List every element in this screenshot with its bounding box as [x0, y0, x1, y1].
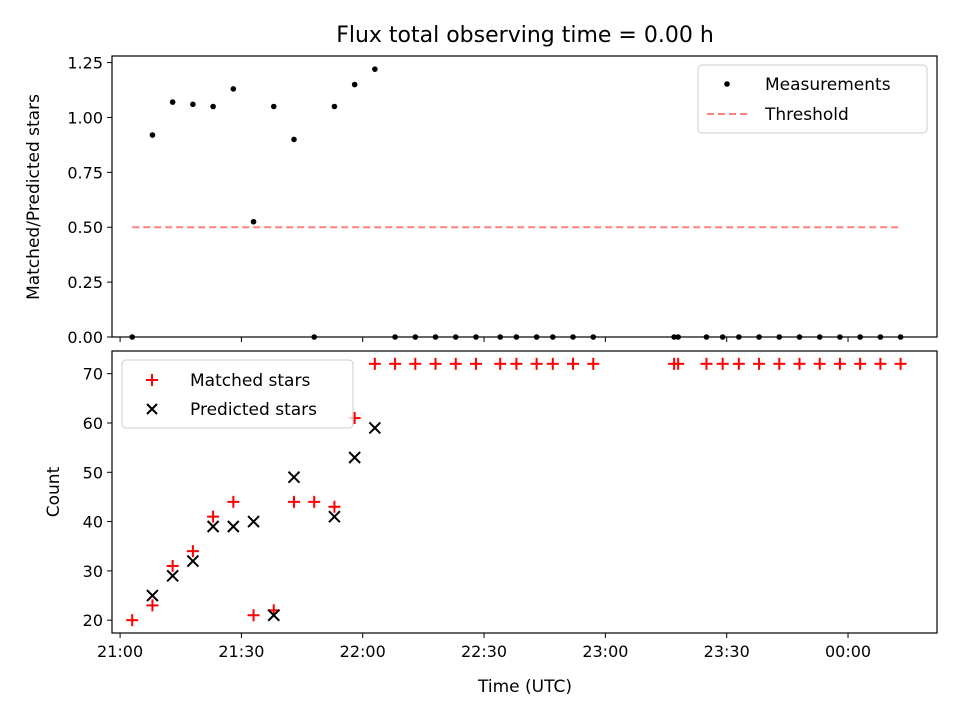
x-tick-label: 22:30 [461, 642, 507, 661]
y-tick-label: 50 [83, 463, 103, 482]
y-tick-label: 1.25 [67, 54, 103, 73]
y-tick-label: 0.00 [67, 328, 103, 347]
measurement-point [230, 86, 237, 92]
matched-star-marker [672, 357, 685, 370]
matched-star-marker [894, 357, 907, 370]
matched-star-marker [700, 357, 713, 370]
time-axis-label: Time (UTC) [477, 677, 572, 697]
x-tick-label: 21:30 [218, 642, 264, 661]
measurement-point [190, 101, 196, 108]
measurement-point [169, 99, 176, 105]
count-legend: Matched stars Predicted stars [121, 359, 354, 429]
legend-label-matched-stars: Matched stars [190, 371, 310, 391]
matched-star-marker [449, 357, 462, 370]
matched-star-marker [389, 357, 402, 370]
predicted-star-marker [348, 451, 361, 464]
matched-star-marker [732, 357, 745, 370]
matched-star-marker [716, 357, 729, 370]
y-tick-label: 1.00 [67, 108, 103, 127]
matched-star-marker [207, 510, 220, 523]
matched-star-marker [530, 357, 543, 370]
ratio-axis-label: Matched/Predicted stars [24, 94, 44, 300]
matched-star-marker [166, 559, 179, 572]
measurement-point [149, 132, 156, 138]
y-tick-label: 70 [83, 365, 103, 384]
count-axis-ticks: 20 30 40 50 60 70 21:00 21:30 22:00 22:30 23:00 23:… [83, 365, 871, 661]
ratio-axes-frame [111, 55, 938, 338]
count-legend-frame [121, 359, 354, 429]
legend-marker-matched-stars [146, 374, 158, 386]
matched-star-marker [227, 495, 240, 508]
ratio-panel: Flux total observing time = 0.00 h Match… [24, 23, 938, 347]
y-tick-label: 40 [83, 513, 103, 532]
matched-star-marker [247, 609, 260, 622]
y-tick-label: 0.75 [67, 163, 103, 182]
predicted-star-marker [368, 421, 382, 435]
legend-label-predicted-stars: Predicted stars [190, 400, 317, 420]
predicted-star-marker [166, 569, 179, 583]
ratio-legend: Measurements Threshold [697, 64, 928, 134]
predicted-star-marker [287, 471, 301, 484]
legend-label-threshold: Threshold [764, 105, 849, 125]
y-tick-label: 20 [83, 611, 103, 630]
matched-star-marker [146, 599, 159, 612]
matched-star-marker [368, 357, 381, 370]
ratio-legend-frame [697, 64, 928, 134]
predicted-star-marker [146, 589, 159, 602]
matched-star-marker [308, 495, 321, 508]
matched-star-marker [793, 357, 806, 370]
matched-star-marker [429, 357, 442, 370]
x-tick-label: 21:00 [97, 642, 143, 661]
matched-star-marker [567, 357, 580, 370]
measurement-point [270, 103, 277, 110]
matched-star-marker [494, 357, 507, 370]
matched-star-marker [773, 357, 786, 370]
matched-star-marker [753, 357, 766, 370]
x-tick-label: 22:00 [340, 642, 386, 661]
x-tick-label: 00:00 [825, 642, 871, 661]
measurement-point [331, 103, 338, 110]
matched-star-marker [833, 357, 846, 370]
predicted-star-marker [227, 520, 240, 533]
measurement-point [210, 103, 216, 110]
matched-star-marker [510, 357, 523, 370]
matched-star-marker [409, 357, 422, 370]
matched-star-marker [328, 500, 341, 513]
matched-star-marker [813, 357, 826, 370]
measurement-point [351, 81, 358, 88]
count-axes-frame [111, 350, 938, 634]
matched-star-marker [186, 545, 199, 558]
matched-star-marker [287, 495, 300, 508]
ratio-plot-area [129, 66, 904, 340]
matched-star-marker [874, 357, 887, 370]
x-tick-label: 23:00 [582, 642, 628, 661]
y-tick-label: 0.25 [67, 273, 103, 292]
measurement-point [372, 66, 378, 72]
y-tick-label: 0.50 [67, 218, 103, 237]
count-plot-area [126, 357, 907, 627]
y-tick-label: 30 [83, 562, 103, 581]
x-tick-label: 23:30 [704, 642, 750, 661]
legend-label-measurements: Measurements [765, 75, 891, 95]
predicted-star-marker [186, 554, 200, 568]
predicted-star-marker [206, 520, 220, 533]
predicted-star-marker [267, 609, 280, 622]
chart-title: Flux total observing time = 0.00 h [336, 23, 714, 48]
legend-marker-measurements [724, 81, 730, 87]
matched-star-marker [126, 614, 139, 627]
y-tick-label: 60 [83, 414, 103, 433]
measurement-point [291, 136, 297, 143]
matched-star-marker [854, 357, 867, 370]
predicted-star-marker [328, 510, 341, 523]
measurement-point [250, 218, 257, 225]
count-axis-label: Count [44, 466, 64, 517]
matched-star-marker [587, 357, 600, 370]
legend-marker-predicted-stars [146, 403, 158, 415]
matched-star-marker [546, 357, 559, 370]
predicted-star-marker [247, 515, 260, 528]
matched-star-marker [469, 357, 482, 370]
ratio-axis-ticks: 0.00 0.25 0.50 0.75 1.00 1.25 [67, 54, 849, 347]
